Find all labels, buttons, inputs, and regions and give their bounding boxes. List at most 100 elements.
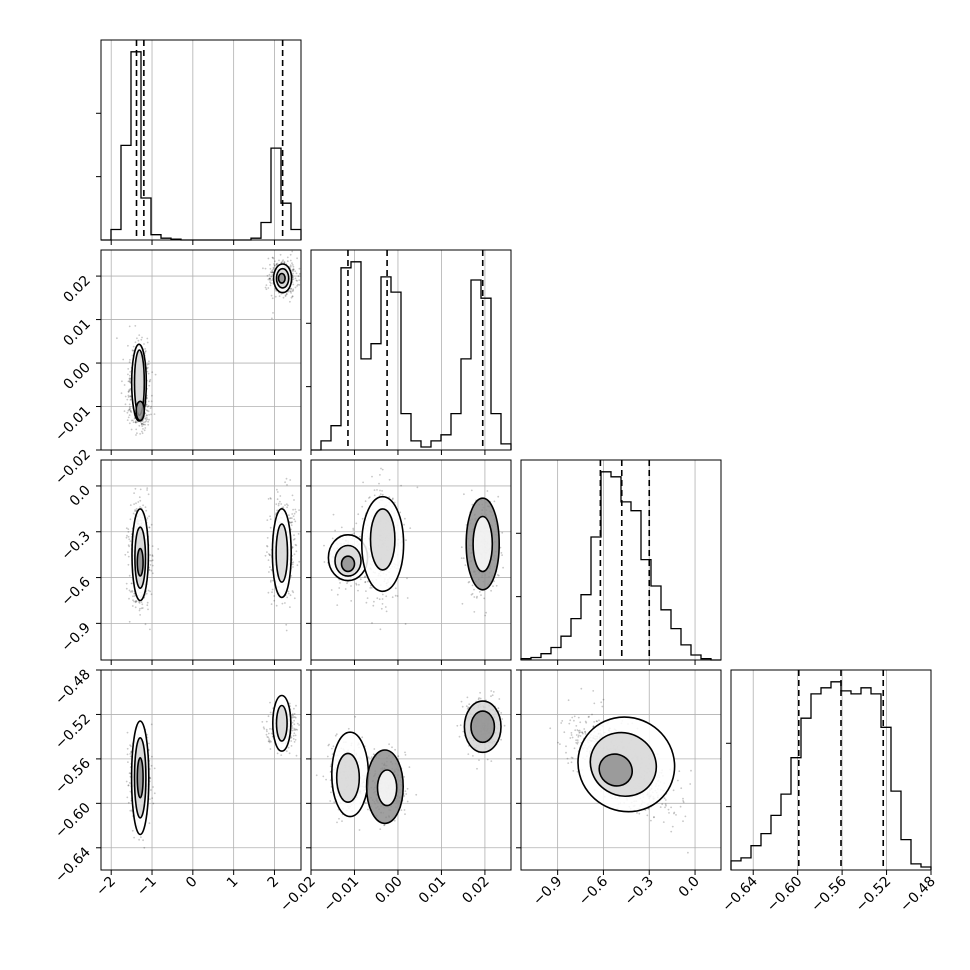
sample-point — [291, 521, 294, 524]
sample-point — [361, 505, 364, 508]
sample-point — [408, 766, 411, 768]
sample-point — [268, 553, 270, 555]
sample-point — [291, 264, 294, 266]
sample-point — [381, 493, 384, 496]
sample-point — [129, 410, 132, 412]
sample-point — [497, 707, 500, 710]
sample-point — [479, 691, 481, 694]
sample-point — [146, 397, 148, 400]
sample-point — [294, 286, 297, 289]
sample-point — [291, 546, 294, 549]
sample-point — [298, 279, 301, 281]
sample-point — [146, 489, 149, 491]
sample-point — [127, 390, 130, 393]
sample-point — [144, 427, 147, 429]
sample-point — [269, 526, 272, 529]
sample-point — [137, 501, 140, 503]
sample-point — [149, 378, 152, 381]
sample-point — [144, 423, 147, 426]
sample-point — [290, 296, 293, 299]
sample-point — [473, 588, 475, 591]
sample-point — [145, 418, 147, 420]
sample-point — [131, 582, 133, 585]
sample-point — [296, 722, 299, 725]
sample-point — [291, 295, 294, 298]
sample-point — [379, 628, 382, 631]
sample-point — [294, 543, 297, 546]
sample-point — [145, 414, 148, 417]
sample-point — [130, 751, 132, 753]
sample-point — [276, 491, 279, 493]
sample-point — [293, 716, 296, 718]
sample-point — [141, 425, 144, 427]
sample-point — [368, 497, 370, 499]
sample-point — [134, 601, 137, 604]
sample-point — [286, 596, 289, 599]
sample-point — [291, 290, 294, 292]
sample-point — [268, 277, 271, 280]
sample-point — [145, 404, 148, 406]
sample-point — [276, 262, 279, 265]
sample-point — [383, 824, 386, 826]
sample-point — [284, 504, 286, 506]
sample-point — [292, 269, 295, 271]
sample-point — [266, 545, 269, 548]
sample-point — [268, 571, 270, 573]
sample-point — [147, 608, 149, 611]
sample-point — [275, 263, 278, 266]
sample-point — [289, 517, 292, 519]
sample-point — [264, 267, 267, 270]
sample-point — [129, 395, 132, 397]
sample-point — [132, 419, 134, 422]
sample-point — [147, 493, 150, 496]
sample-point — [276, 752, 279, 755]
sample-point — [142, 423, 145, 426]
sample-point — [293, 499, 295, 501]
sample-point — [136, 432, 138, 435]
sample-point — [269, 740, 271, 742]
sample-point — [288, 517, 291, 520]
sample-point — [135, 600, 138, 602]
sample-point — [284, 295, 287, 297]
sample-point — [347, 727, 350, 730]
sample-point — [405, 539, 407, 542]
sample-point — [372, 753, 375, 756]
sample-point — [138, 496, 141, 499]
sample-point — [289, 300, 291, 303]
sample-point — [150, 723, 153, 726]
sample-point — [501, 554, 503, 556]
sample-point — [291, 590, 294, 592]
sample-point — [275, 263, 278, 266]
sample-point — [490, 695, 492, 698]
sample-point — [139, 506, 142, 508]
sample-point — [285, 623, 288, 626]
sample-point — [148, 569, 151, 571]
sample-point — [292, 566, 294, 568]
sample-point — [577, 730, 580, 732]
sample-point — [493, 580, 495, 583]
sample-point — [134, 606, 137, 609]
sample-point — [144, 351, 147, 353]
sample-point — [129, 399, 132, 401]
sample-point — [269, 518, 272, 521]
sample-point — [293, 732, 296, 735]
sample-point — [385, 610, 388, 613]
sample-point — [269, 711, 272, 714]
sample-point — [406, 800, 409, 803]
sample-point — [127, 761, 129, 763]
sample-point — [371, 475, 373, 478]
sample-point — [146, 363, 149, 366]
sample-point — [268, 741, 271, 744]
sample-point — [376, 489, 378, 491]
sample-point — [331, 537, 334, 540]
sample-point — [404, 751, 406, 754]
sample-point — [465, 705, 468, 708]
sample-point — [575, 725, 578, 727]
sample-point — [262, 267, 264, 270]
sample-point — [466, 696, 469, 699]
sample-point — [289, 264, 292, 267]
sample-point — [132, 345, 135, 348]
sample-point — [470, 593, 473, 596]
sample-point — [338, 587, 341, 589]
sample-point — [150, 593, 153, 596]
